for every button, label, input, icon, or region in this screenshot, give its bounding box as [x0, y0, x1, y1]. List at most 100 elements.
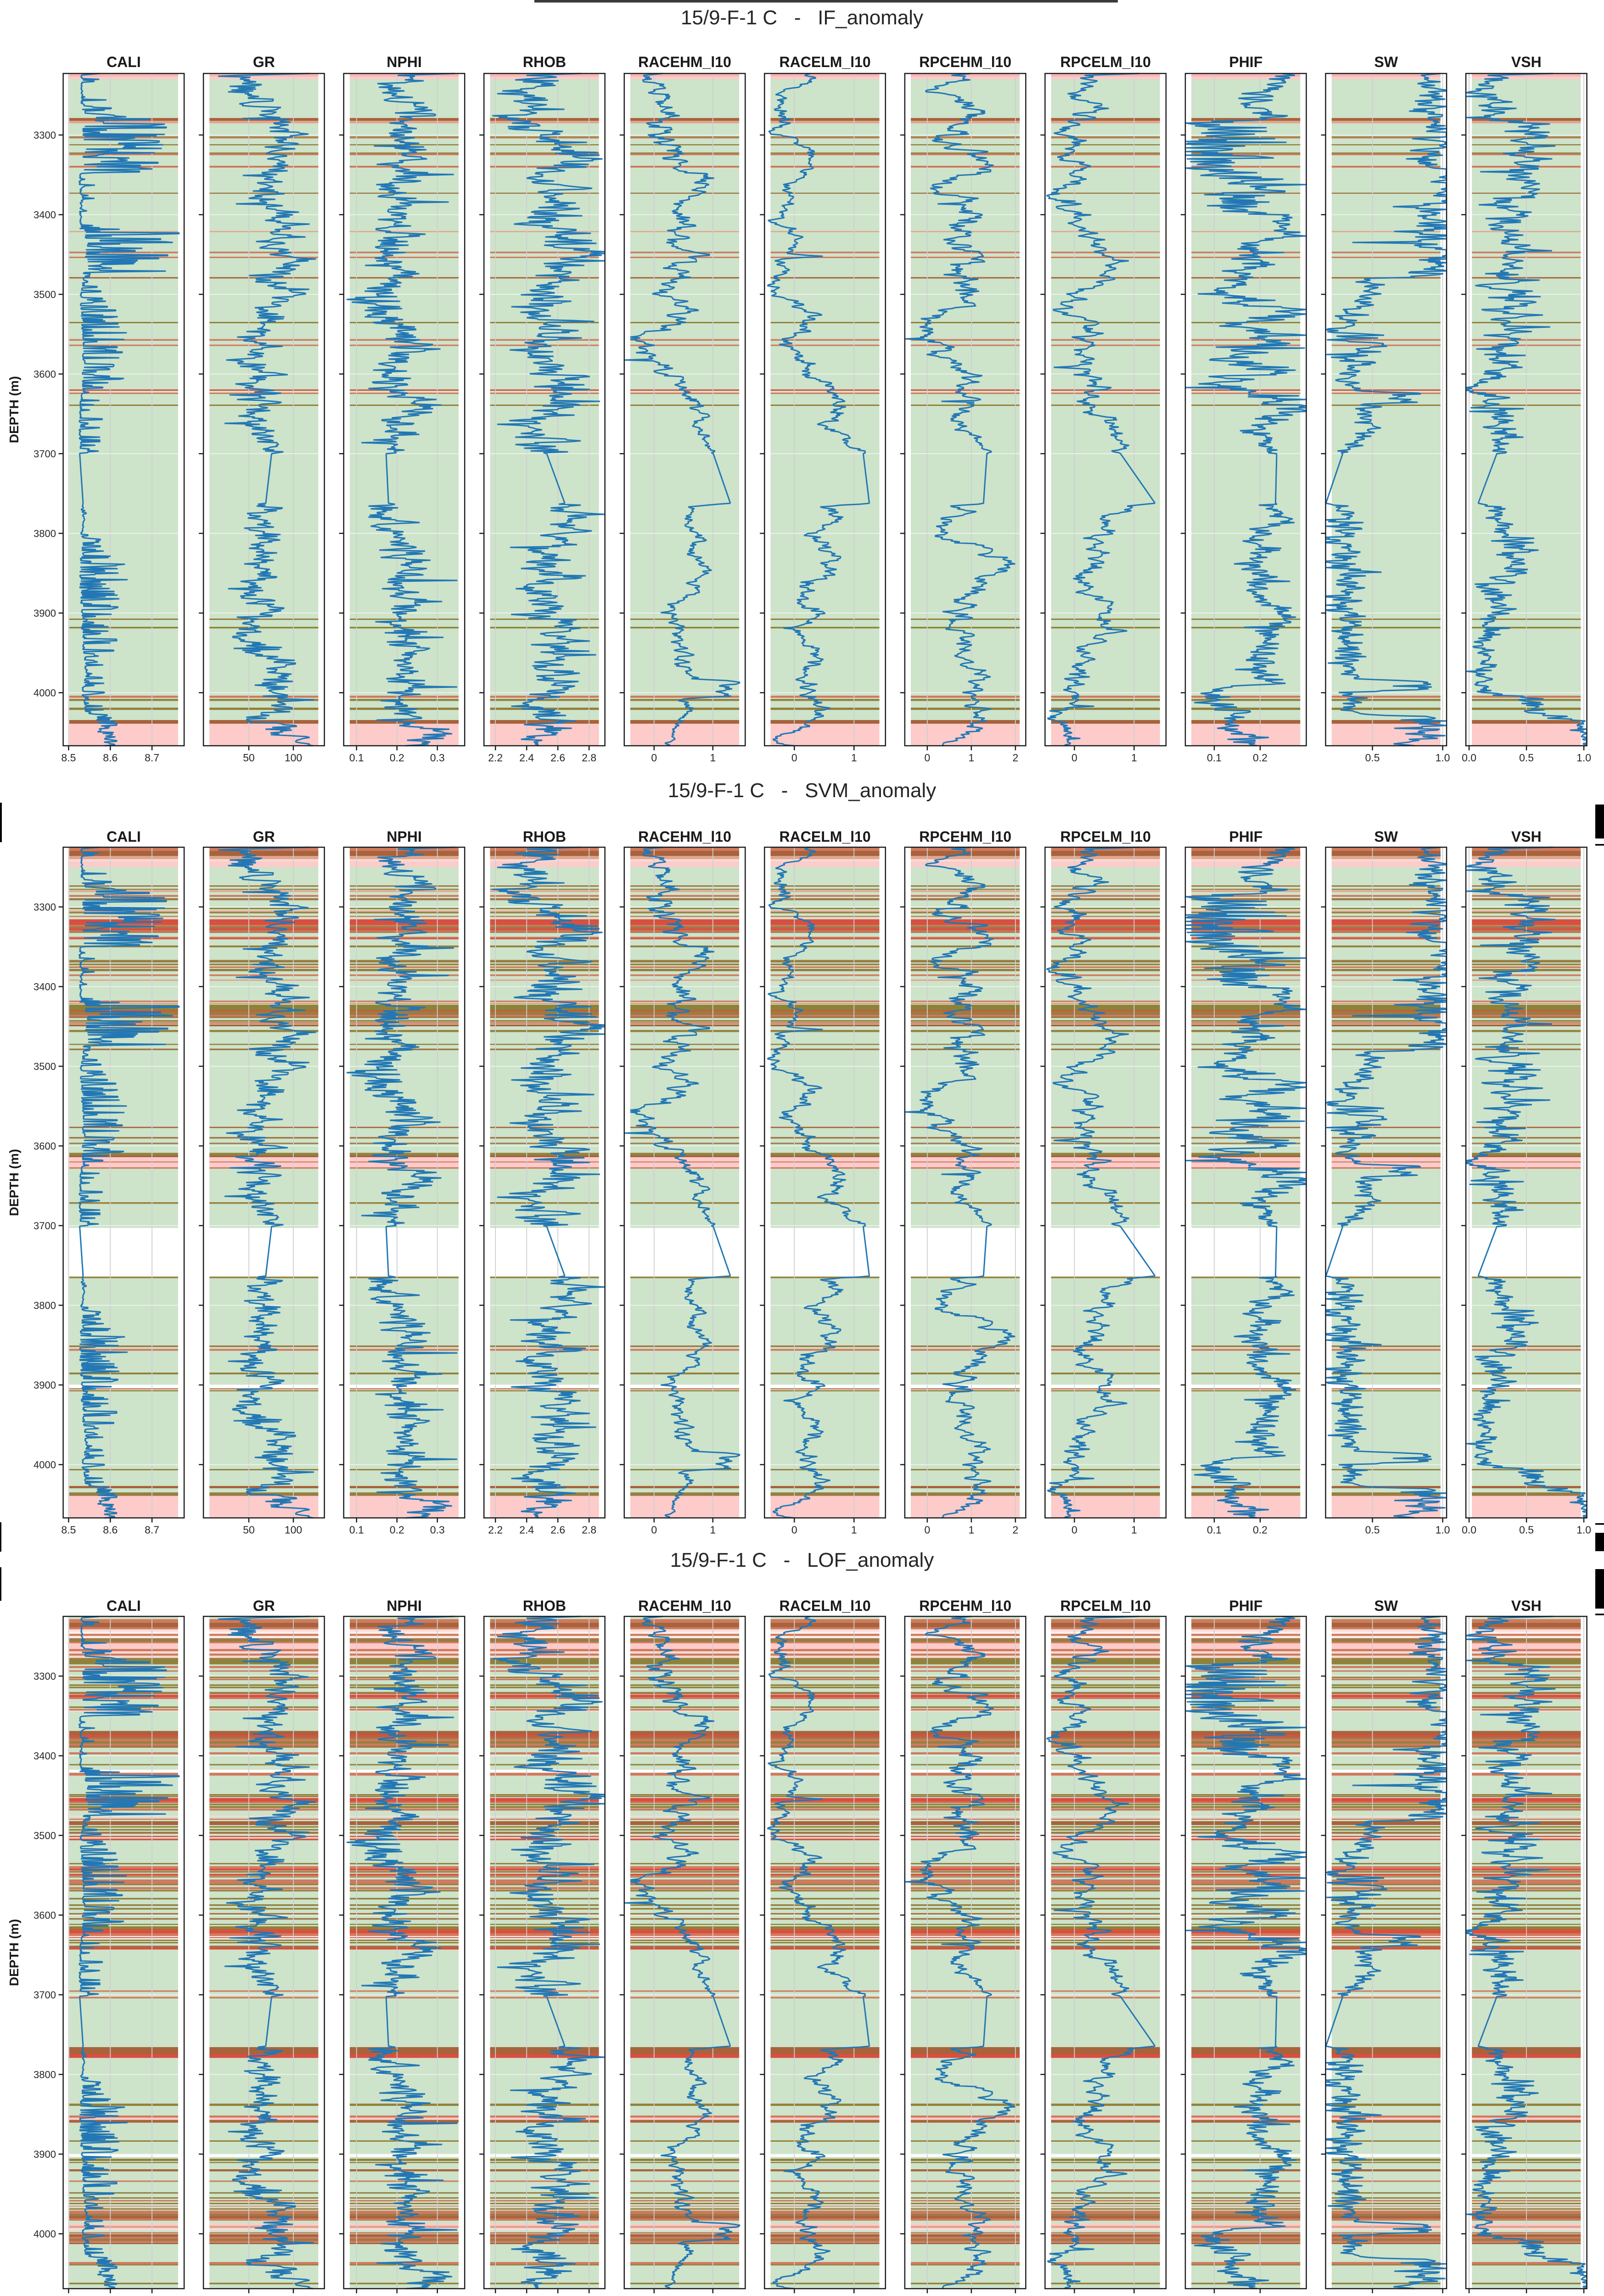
svg-text:RHOB: RHOB [523, 54, 566, 70]
svg-text:8.7: 8.7 [145, 2295, 159, 2296]
svg-text:15/9-F-1 C - IF_anomaly: 15/9-F-1 C - IF_anomaly [681, 6, 923, 29]
svg-text:1: 1 [969, 2295, 975, 2296]
svg-text:2: 2 [1013, 2295, 1019, 2296]
svg-text:15/9-F-1 C - LOF_anomaly: 15/9-F-1 C - LOF_anomaly [670, 1549, 934, 1571]
svg-text:VSH: VSH [1511, 54, 1542, 70]
svg-text:1.0: 1.0 [1436, 1524, 1450, 1536]
svg-text:3700: 3700 [34, 1220, 56, 1232]
svg-text:0.2: 0.2 [390, 1524, 404, 1536]
svg-text:4000: 4000 [34, 2228, 56, 2240]
svg-text:1: 1 [851, 1524, 857, 1536]
svg-text:0.0: 0.0 [1462, 752, 1476, 764]
svg-text:1: 1 [851, 752, 857, 764]
svg-text:NPHI: NPHI [387, 54, 421, 70]
svg-text:1.0: 1.0 [1436, 752, 1450, 764]
svg-text:3500: 3500 [34, 1830, 56, 1841]
svg-text:3500: 3500 [34, 1061, 56, 1072]
svg-text:50: 50 [243, 2295, 255, 2296]
svg-text:0: 0 [651, 2295, 657, 2296]
svg-text:3800: 3800 [34, 1300, 56, 1311]
svg-text:2.2: 2.2 [488, 1524, 503, 1536]
svg-text:3900: 3900 [34, 608, 56, 619]
svg-text:2.2: 2.2 [488, 2295, 503, 2296]
svg-text:2.6: 2.6 [550, 752, 565, 764]
svg-text:0.3: 0.3 [430, 2295, 445, 2296]
svg-text:PHIF: PHIF [1229, 1598, 1262, 1614]
svg-text:0.2: 0.2 [1253, 752, 1267, 764]
svg-text:3300: 3300 [34, 901, 56, 913]
svg-text:0.2: 0.2 [1253, 1524, 1267, 1536]
svg-text:2.2: 2.2 [488, 752, 503, 764]
svg-text:RPCELM_l10: RPCELM_l10 [1060, 1598, 1151, 1614]
svg-text:15/9-F-1 C - SVM_anomaly: 15/9-F-1 C - SVM_anomaly [668, 779, 936, 802]
svg-text:3600: 3600 [34, 369, 56, 380]
svg-text:0: 0 [791, 1524, 797, 1536]
svg-text:RACELM_l10: RACELM_l10 [780, 54, 871, 70]
svg-text:CALI: CALI [107, 828, 141, 845]
svg-text:1: 1 [969, 752, 975, 764]
svg-text:NPHI: NPHI [387, 828, 421, 845]
svg-text:0: 0 [925, 1524, 931, 1536]
svg-text:2.4: 2.4 [519, 1524, 534, 1536]
svg-text:1.0: 1.0 [1576, 752, 1591, 764]
svg-text:3900: 3900 [34, 1379, 56, 1391]
svg-text:GR: GR [253, 1598, 275, 1614]
svg-text:8.5: 8.5 [61, 752, 76, 764]
svg-text:GR: GR [253, 828, 275, 845]
svg-text:1: 1 [969, 1524, 975, 1536]
svg-text:1.0: 1.0 [1576, 1524, 1591, 1536]
svg-text:0.1: 0.1 [349, 752, 364, 764]
svg-text:VSH: VSH [1511, 828, 1542, 845]
svg-text:0: 0 [1071, 1524, 1077, 1536]
svg-text:3300: 3300 [34, 129, 56, 141]
svg-text:0.5: 0.5 [1365, 1524, 1380, 1536]
svg-text:0.1: 0.1 [1207, 1524, 1222, 1536]
svg-text:8.5: 8.5 [61, 1524, 76, 1536]
svg-text:0.0: 0.0 [1462, 2295, 1476, 2296]
svg-text:2: 2 [1013, 1524, 1019, 1536]
svg-text:1.0: 1.0 [1576, 2295, 1591, 2296]
svg-text:0.1: 0.1 [349, 1524, 364, 1536]
svg-text:0: 0 [651, 1524, 657, 1536]
svg-text:4000: 4000 [34, 1459, 56, 1471]
svg-text:DEPTH (m): DEPTH (m) [7, 376, 21, 443]
svg-text:NPHI: NPHI [387, 1598, 421, 1614]
svg-text:0.3: 0.3 [430, 752, 445, 764]
svg-text:1: 1 [710, 1524, 716, 1536]
svg-text:3900: 3900 [34, 2149, 56, 2160]
svg-text:1: 1 [710, 2295, 716, 2296]
svg-text:2.4: 2.4 [519, 2295, 534, 2296]
svg-text:SW: SW [1374, 1598, 1398, 1614]
svg-text:RPCEHM_l10: RPCEHM_l10 [919, 54, 1011, 70]
svg-text:0: 0 [791, 752, 797, 764]
svg-text:3700: 3700 [34, 1989, 56, 2001]
svg-text:8.6: 8.6 [103, 2295, 118, 2296]
svg-text:3600: 3600 [34, 1910, 56, 1921]
svg-text:3400: 3400 [34, 1750, 56, 1762]
svg-text:0.0: 0.0 [1462, 1524, 1476, 1536]
svg-text:8.7: 8.7 [145, 1524, 159, 1536]
svg-text:50: 50 [243, 1524, 255, 1536]
svg-text:0.1: 0.1 [1207, 752, 1222, 764]
svg-text:RHOB: RHOB [523, 1598, 566, 1614]
svg-text:CALI: CALI [107, 1598, 141, 1614]
svg-text:0.1: 0.1 [1207, 2295, 1222, 2296]
svg-text:0.5: 0.5 [1365, 2295, 1380, 2296]
svg-text:0: 0 [1071, 752, 1077, 764]
svg-text:RACEHM_l10: RACEHM_l10 [638, 54, 731, 70]
svg-text:2.6: 2.6 [550, 1524, 565, 1536]
svg-text:1: 1 [851, 2295, 857, 2296]
svg-text:2.6: 2.6 [550, 2295, 565, 2296]
svg-text:RACEHM_l10: RACEHM_l10 [638, 1598, 731, 1614]
svg-text:0: 0 [651, 752, 657, 764]
svg-text:0.3: 0.3 [430, 1524, 445, 1536]
svg-text:8.6: 8.6 [103, 1524, 118, 1536]
svg-text:PHIF: PHIF [1229, 54, 1262, 70]
svg-text:1: 1 [1131, 2295, 1137, 2296]
svg-text:RACELM_l10: RACELM_l10 [780, 828, 871, 845]
svg-text:3300: 3300 [34, 1671, 56, 1682]
svg-text:CALI: CALI [107, 54, 141, 70]
svg-text:RPCELM_l10: RPCELM_l10 [1060, 54, 1151, 70]
svg-text:RPCELM_l10: RPCELM_l10 [1060, 828, 1151, 845]
svg-text:1: 1 [1131, 752, 1137, 764]
